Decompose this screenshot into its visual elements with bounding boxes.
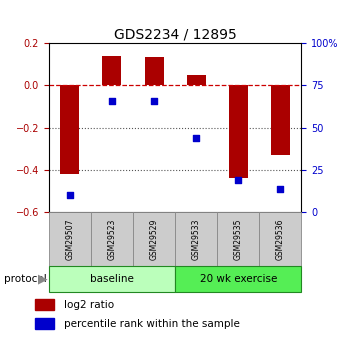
Text: GSM29536: GSM29536 — [276, 218, 285, 260]
Bar — [49, 212, 91, 266]
Text: GSM29507: GSM29507 — [65, 218, 74, 260]
Bar — [49, 266, 175, 292]
Point — [235, 177, 241, 183]
Bar — [91, 212, 133, 266]
Bar — [133, 212, 175, 266]
Point — [67, 193, 73, 198]
Bar — [35, 318, 54, 329]
Bar — [217, 212, 259, 266]
Title: GDS2234 / 12895: GDS2234 / 12895 — [114, 28, 236, 42]
Bar — [35, 299, 54, 310]
Point — [109, 98, 115, 104]
Bar — [229, 85, 248, 178]
Bar — [259, 212, 301, 266]
Text: ▶: ▶ — [38, 272, 48, 285]
Bar — [103, 56, 121, 85]
Text: protocol: protocol — [4, 274, 46, 284]
Text: log2 ratio: log2 ratio — [64, 300, 114, 309]
Point — [193, 135, 199, 140]
Text: GSM29523: GSM29523 — [108, 218, 116, 259]
Text: 20 wk exercise: 20 wk exercise — [200, 274, 277, 284]
Bar — [175, 212, 217, 266]
Point — [151, 98, 157, 104]
Bar — [144, 57, 164, 85]
Bar — [175, 266, 301, 292]
Text: baseline: baseline — [90, 274, 134, 284]
Text: percentile rank within the sample: percentile rank within the sample — [64, 319, 240, 328]
Text: GSM29535: GSM29535 — [234, 218, 243, 260]
Text: GSM29529: GSM29529 — [149, 218, 158, 259]
Bar — [60, 85, 79, 174]
Bar — [187, 75, 206, 85]
Text: GSM29533: GSM29533 — [192, 218, 201, 260]
Bar — [271, 85, 290, 155]
Point — [278, 186, 283, 191]
